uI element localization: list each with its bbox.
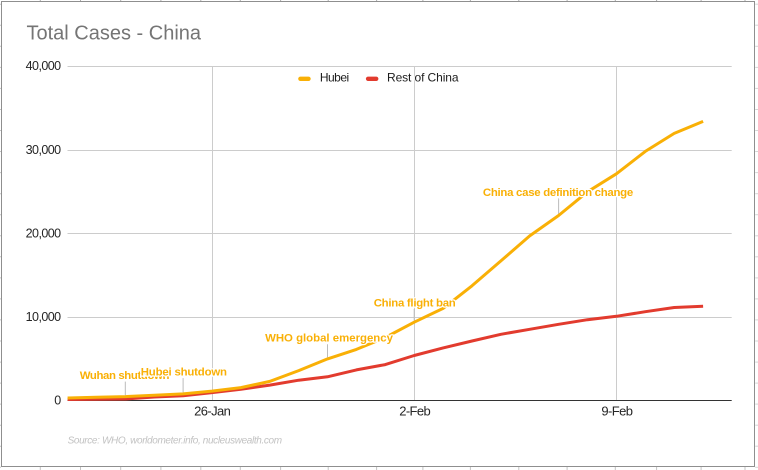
svg-text:26-Jan: 26-Jan	[194, 404, 231, 419]
svg-text:Wuhan shutdown: Wuhan shutdown	[80, 370, 170, 382]
svg-text:WHO global emergency: WHO global emergency	[265, 333, 394, 345]
svg-text:Hubei shutdown: Hubei shutdown	[141, 367, 227, 379]
svg-text:Hubei: Hubei	[320, 71, 349, 85]
svg-text:10,000: 10,000	[26, 310, 62, 324]
svg-text:Rest of China: Rest of China	[387, 71, 459, 85]
svg-text:Source: WHO, worldometer.info,: Source: WHO, worldometer.info, nucleuswe…	[68, 436, 282, 447]
svg-text:2-Feb: 2-Feb	[399, 404, 430, 419]
svg-text:China case definition change: China case definition change	[483, 187, 633, 199]
svg-text:Total Cases - China: Total Cases - China	[27, 23, 202, 45]
svg-text:0: 0	[54, 394, 61, 408]
svg-text:30,000: 30,000	[26, 143, 62, 157]
svg-text:20,000: 20,000	[26, 226, 62, 240]
svg-text:9-Feb: 9-Feb	[601, 404, 632, 419]
svg-text:China flight ban: China flight ban	[374, 298, 456, 310]
svg-text:40,000: 40,000	[26, 59, 62, 73]
